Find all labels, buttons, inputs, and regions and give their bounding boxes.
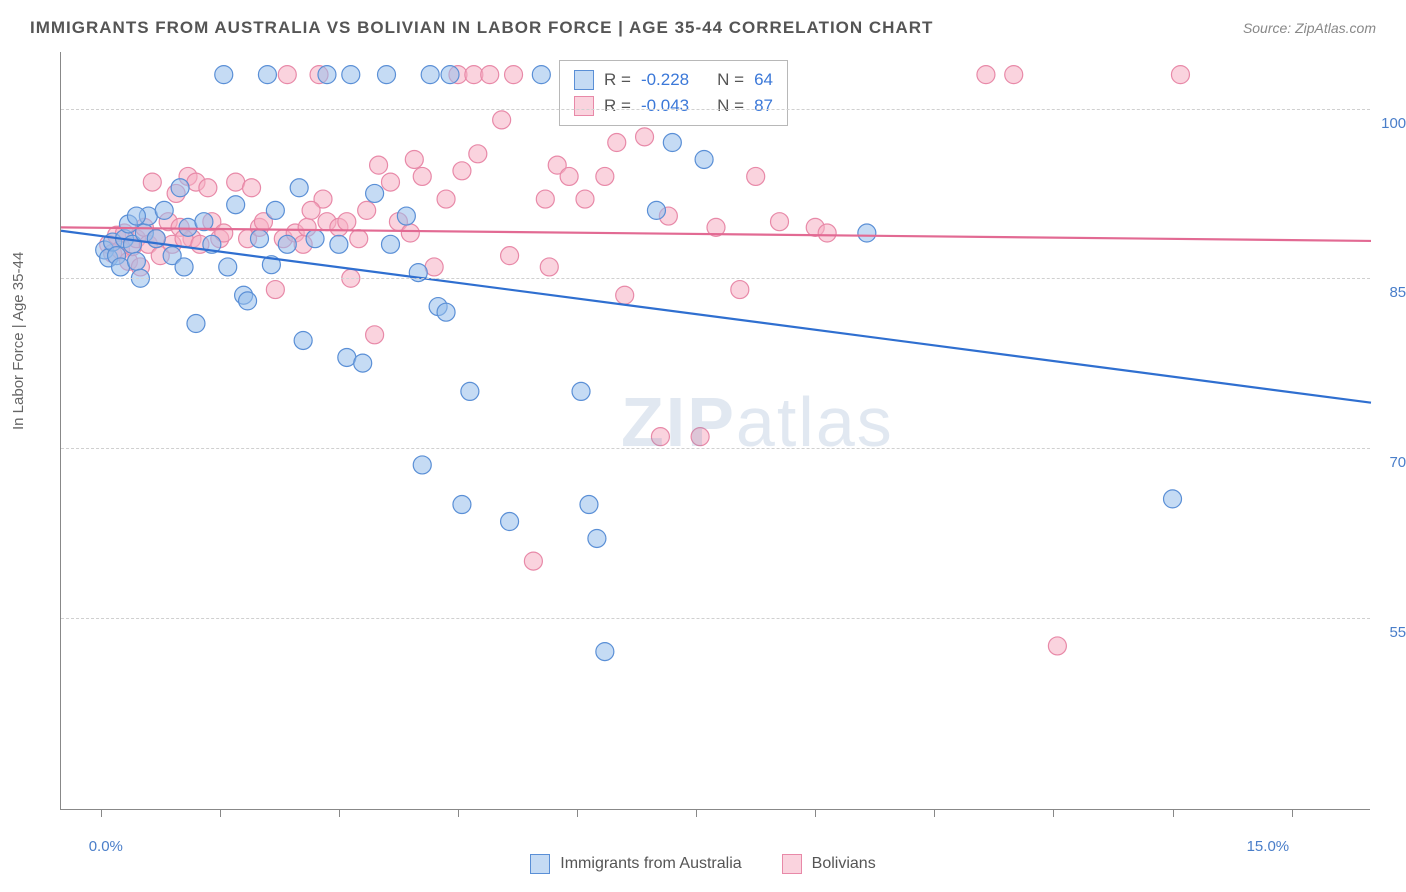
n-value-1: 64: [754, 67, 773, 93]
legend-item-bolivian: Bolivians: [782, 854, 876, 874]
swatch-bolivian-icon: [782, 854, 802, 874]
x-tick: [934, 809, 935, 817]
swatch-australia-icon: [574, 70, 594, 90]
x-tick: [1292, 809, 1293, 817]
y-axis-label: In Labor Force | Age 35-44: [10, 252, 27, 430]
r-value-1: -0.228: [641, 67, 689, 93]
x-tick: [458, 809, 459, 817]
y-tick-label: 100.0%: [1381, 115, 1406, 132]
gridline: [61, 448, 1370, 449]
x-tick: [220, 809, 221, 817]
x-tick-label: 0.0%: [89, 838, 123, 855]
r-label: R =: [604, 67, 631, 93]
y-tick-label: 85.0%: [1389, 284, 1406, 301]
series-legend: Immigrants from Australia Bolivians: [0, 854, 1406, 874]
legend-row-1: R = -0.228 N = 64: [574, 67, 773, 93]
x-tick: [815, 809, 816, 817]
swatch-bolivian-icon: [574, 96, 594, 116]
correlation-legend: R = -0.228 N = 64 R = -0.043 N = 87: [559, 60, 788, 126]
gridline: [61, 278, 1370, 279]
x-tick: [339, 809, 340, 817]
r-label: R =: [604, 93, 631, 119]
y-tick-label: 55.0%: [1389, 624, 1406, 641]
gridline: [61, 109, 1370, 110]
y-tick-label: 70.0%: [1389, 454, 1406, 471]
x-tick-label: 15.0%: [1247, 838, 1290, 855]
x-tick: [101, 809, 102, 817]
x-tick: [1053, 809, 1054, 817]
x-tick: [1173, 809, 1174, 817]
legend-label: Bolivians: [812, 855, 876, 873]
x-tick: [696, 809, 697, 817]
plot-area: ZIPatlas R = -0.228 N = 64 R = -0.043 N …: [60, 52, 1370, 810]
n-label: N =: [717, 67, 744, 93]
chart-title: IMMIGRANTS FROM AUSTRALIA VS BOLIVIAN IN…: [30, 18, 933, 38]
r-value-2: -0.043: [641, 93, 689, 119]
chart-svg: [61, 52, 1370, 809]
legend-item-australia: Immigrants from Australia: [530, 854, 741, 874]
x-tick: [577, 809, 578, 817]
gridline: [61, 618, 1370, 619]
legend-label: Immigrants from Australia: [560, 855, 741, 873]
source-label: Source: ZipAtlas.com: [1243, 20, 1376, 36]
n-label: N =: [717, 93, 744, 119]
swatch-australia-icon: [530, 854, 550, 874]
n-value-2: 87: [754, 93, 773, 119]
legend-row-2: R = -0.043 N = 87: [574, 93, 773, 119]
